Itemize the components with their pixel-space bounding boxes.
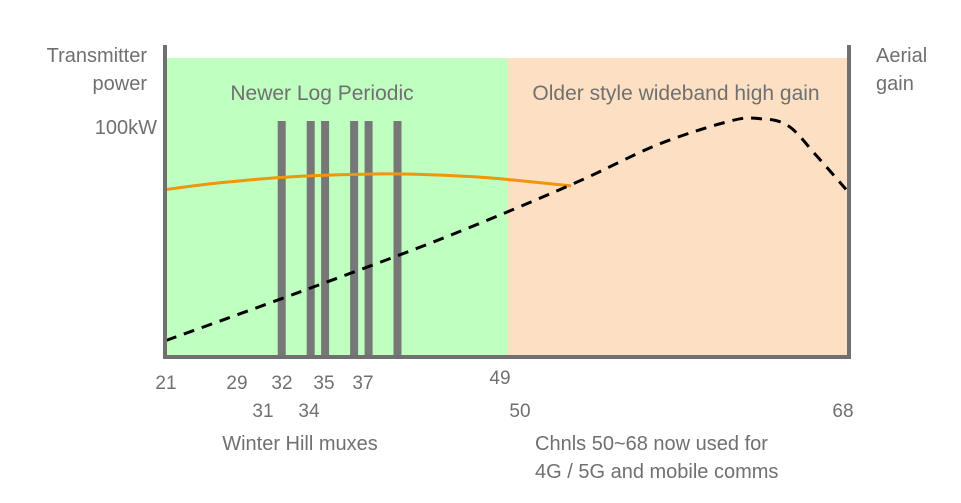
channel-note-line1: Chnls 50~68 now used for	[535, 433, 768, 455]
tick-label-29: 29	[226, 373, 247, 394]
wideband-gain-curve	[165, 116, 848, 342]
tick-label-68: 68	[832, 401, 853, 422]
tick-label-37: 37	[352, 373, 373, 394]
tick-label-21: 21	[155, 373, 176, 394]
mux-caption: Winter Hill muxes	[222, 433, 378, 455]
tick-label-35: 35	[313, 373, 334, 394]
right-axis-title-line2: gain	[876, 73, 914, 95]
mux-bar-34	[350, 121, 359, 357]
channel-note-line2: 4G / 5G and mobile comms	[535, 461, 778, 483]
wideband-band	[507, 58, 849, 358]
wideband-band-label: Older style wideband high gain	[532, 82, 819, 105]
power-marker-label: 100kW	[95, 117, 157, 139]
mux-bar-37	[393, 121, 402, 357]
tick-label-31: 31	[252, 401, 273, 422]
mux-bar-31	[306, 121, 315, 357]
left-axis-title-line1: Transmitter	[47, 45, 148, 67]
right-axis-title-line1: Aerial	[876, 45, 927, 67]
tick-label-34: 34	[298, 401, 320, 422]
log-periodic-band	[165, 58, 507, 358]
tick-label-32: 32	[271, 373, 292, 394]
log-periodic-band-label: Newer Log Periodic	[230, 82, 413, 105]
mux-bar-32	[321, 121, 330, 357]
mux-bars	[277, 121, 402, 357]
tick-label-49: 49	[489, 368, 510, 389]
left-axis-title-line2: power	[93, 73, 148, 95]
mux-bar-35	[364, 121, 373, 357]
mux-bar-29	[277, 121, 286, 357]
log-periodic-gain-curve	[165, 172, 572, 191]
tick-label-50: 50	[509, 401, 530, 422]
